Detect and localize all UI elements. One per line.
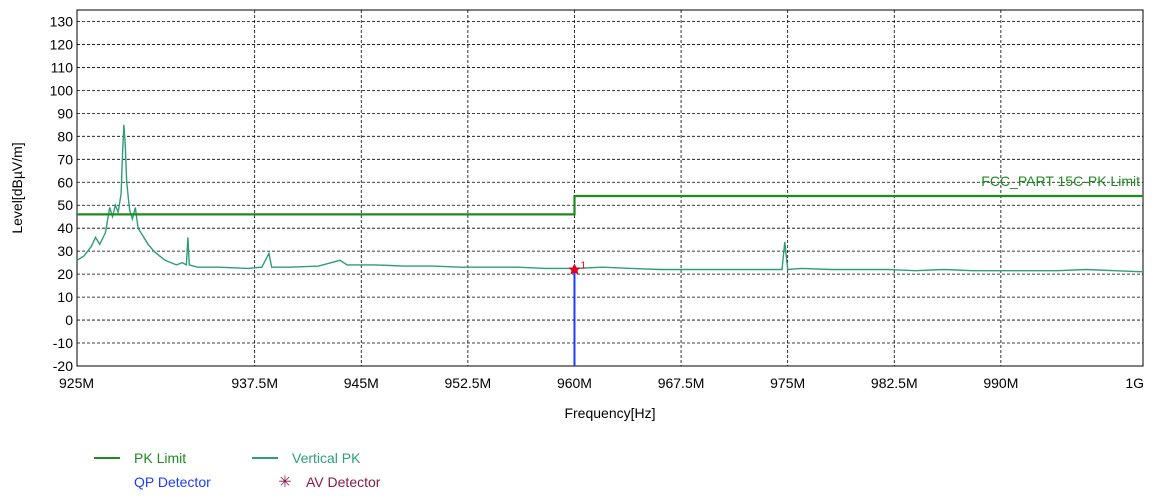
legend-item-vertical-pk: Vertical PK bbox=[252, 448, 360, 468]
legend-item-pk-limit: PK Limit bbox=[94, 448, 186, 468]
series-vertical-pk-line bbox=[76, 124, 1144, 273]
star-icon: ✳ bbox=[278, 474, 292, 491]
x-tick-label: 990M bbox=[983, 375, 1018, 391]
y-tick-label: 20 bbox=[57, 266, 73, 282]
x-tick-label: 945M bbox=[344, 375, 379, 391]
x-tick-label: 982.5M bbox=[871, 375, 918, 391]
x-tick-label: 925M bbox=[59, 375, 94, 391]
y-tick-label: 0 bbox=[65, 312, 73, 328]
y-tick-label: -20 bbox=[53, 358, 73, 374]
y-tick-label: 110 bbox=[51, 59, 74, 75]
y-tick-label: 100 bbox=[50, 82, 74, 98]
y-tick-label: 10 bbox=[57, 289, 73, 305]
x-tick-label: 960M bbox=[557, 375, 592, 391]
marker-layer: 1 bbox=[568, 261, 586, 366]
x-tick-label: 1G bbox=[1125, 375, 1144, 391]
y-tick-label: 40 bbox=[57, 220, 73, 236]
x-tick-label: 937.5M bbox=[231, 375, 278, 391]
x-axis-ticks: 925M 937.5M 945M 952.5M 960M 967.5M 975M 982.5M… bbox=[59, 375, 1144, 391]
legend-label: Vertical PK bbox=[292, 450, 361, 466]
legend-swatch-vertical-pk bbox=[252, 457, 278, 459]
y-tick-label: -10 bbox=[53, 335, 73, 351]
legend-label: AV Detector bbox=[306, 474, 381, 490]
legend-label: PK Limit bbox=[134, 450, 187, 466]
qp-detector-marker-label: 1 bbox=[580, 261, 586, 272]
x-tick-label: 975M bbox=[770, 375, 805, 391]
y-tick-label: 30 bbox=[57, 243, 73, 259]
legend-item-av-detector: ✳ AV Detector bbox=[272, 472, 380, 492]
x-axis-title: Frequency[Hz] bbox=[564, 405, 655, 421]
y-tick-label: 50 bbox=[57, 197, 73, 213]
x-tick-label: 967.5M bbox=[658, 375, 705, 391]
y-axis-ticks: -20 -10 0 10 20 30 40 50 60 70 80 90 100 110 120 130 bbox=[50, 13, 74, 374]
qp-detector-marker bbox=[568, 263, 581, 275]
x-tick-label: 952.5M bbox=[445, 375, 492, 391]
y-tick-label: 80 bbox=[57, 128, 73, 144]
legend-item-qp-detector: QP Detector bbox=[134, 472, 211, 492]
series-layer bbox=[76, 124, 1144, 273]
y-axis-title: Level[dBµV/m] bbox=[9, 142, 25, 233]
limit-annotation: FCC_PART 15C-PK Limit bbox=[981, 173, 1140, 189]
y-tick-label: 60 bbox=[57, 174, 73, 190]
y-tick-label: 90 bbox=[57, 105, 73, 121]
legend: PK Limit Vertical PK QP Detector ✳ AV De… bbox=[94, 448, 514, 496]
y-tick-label: 120 bbox=[50, 36, 74, 52]
spectrum-chart: -20 -10 0 10 20 30 40 50 60 70 80 90 100 110 120 130 92… bbox=[9, 9, 1144, 421]
legend-swatch-pk-limit bbox=[94, 457, 120, 459]
legend-label: QP Detector bbox=[134, 474, 211, 490]
y-tick-label: 70 bbox=[57, 151, 73, 167]
y-tick-label: 130 bbox=[50, 13, 74, 29]
series-pk-limit-line bbox=[77, 194, 1143, 216]
